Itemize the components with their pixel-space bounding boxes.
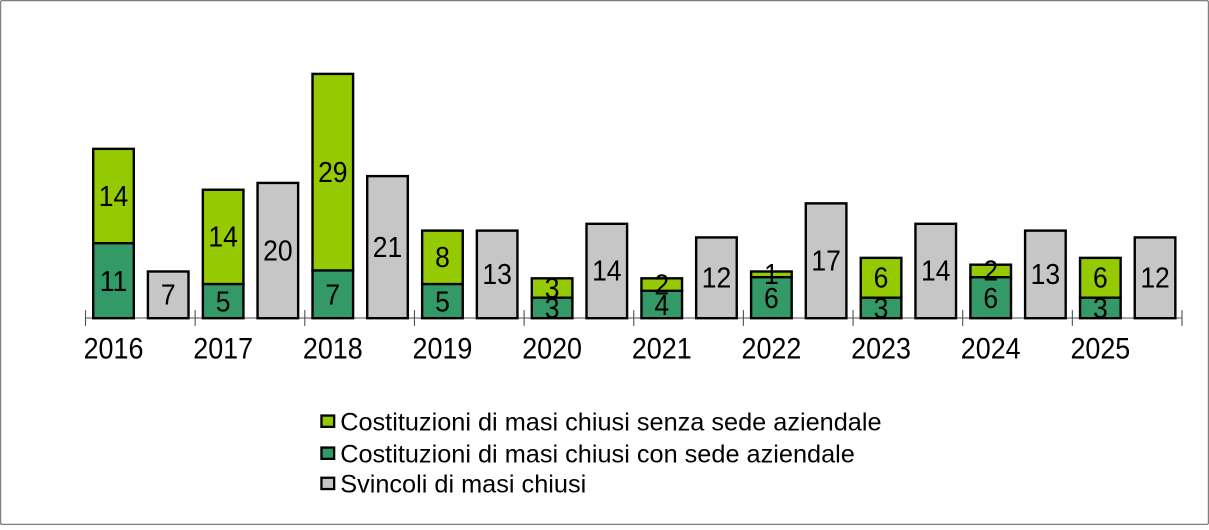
svg-text:7: 7	[161, 278, 176, 310]
svg-text:2: 2	[983, 255, 998, 287]
svg-text:5: 5	[216, 285, 231, 317]
svg-text:5: 5	[435, 285, 450, 317]
svg-text:11: 11	[100, 265, 127, 297]
svg-text:1: 1	[764, 258, 779, 290]
svg-text:6: 6	[1093, 261, 1108, 293]
svg-text:2024: 2024	[961, 331, 1021, 364]
svg-text:2019: 2019	[413, 331, 473, 364]
svg-text:2018: 2018	[303, 331, 363, 364]
svg-text:14: 14	[99, 180, 128, 212]
svg-text:2017: 2017	[193, 331, 253, 364]
svg-text:3: 3	[545, 272, 560, 304]
svg-text:29: 29	[318, 156, 347, 188]
svg-text:Costituzioni di masi chiusi co: Costituzioni di masi chiusi con sede azi…	[340, 440, 855, 468]
svg-text:14: 14	[921, 255, 950, 287]
svg-text:Svincoli di masi chiusi: Svincoli di masi chiusi	[340, 470, 586, 498]
svg-text:2020: 2020	[522, 331, 582, 364]
svg-text:3: 3	[545, 292, 560, 324]
svg-text:12: 12	[702, 261, 731, 293]
svg-text:6: 6	[874, 261, 889, 293]
svg-text:14: 14	[208, 221, 237, 253]
svg-text:3: 3	[1093, 292, 1108, 324]
svg-text:2: 2	[654, 268, 669, 300]
svg-text:20: 20	[263, 234, 292, 266]
svg-text:2025: 2025	[1070, 331, 1130, 364]
svg-text:14: 14	[592, 255, 621, 287]
svg-text:17: 17	[811, 244, 840, 276]
svg-text:13: 13	[1031, 258, 1060, 290]
svg-text:2021: 2021	[632, 331, 692, 364]
svg-text:12: 12	[1140, 261, 1169, 293]
svg-text:7: 7	[325, 278, 340, 310]
svg-text:2022: 2022	[741, 331, 801, 364]
svg-text:Costituzioni di masi chiusi se: Costituzioni di masi chiusi senza sede a…	[340, 408, 881, 436]
svg-text:8: 8	[435, 241, 450, 273]
svg-text:6: 6	[764, 282, 779, 314]
svg-text:6: 6	[983, 282, 998, 314]
svg-text:21: 21	[373, 231, 402, 263]
svg-text:3: 3	[874, 292, 889, 324]
svg-text:2016: 2016	[84, 331, 144, 364]
svg-text:13: 13	[482, 258, 511, 290]
svg-text:2023: 2023	[851, 331, 911, 364]
svg-text:4: 4	[654, 289, 669, 321]
